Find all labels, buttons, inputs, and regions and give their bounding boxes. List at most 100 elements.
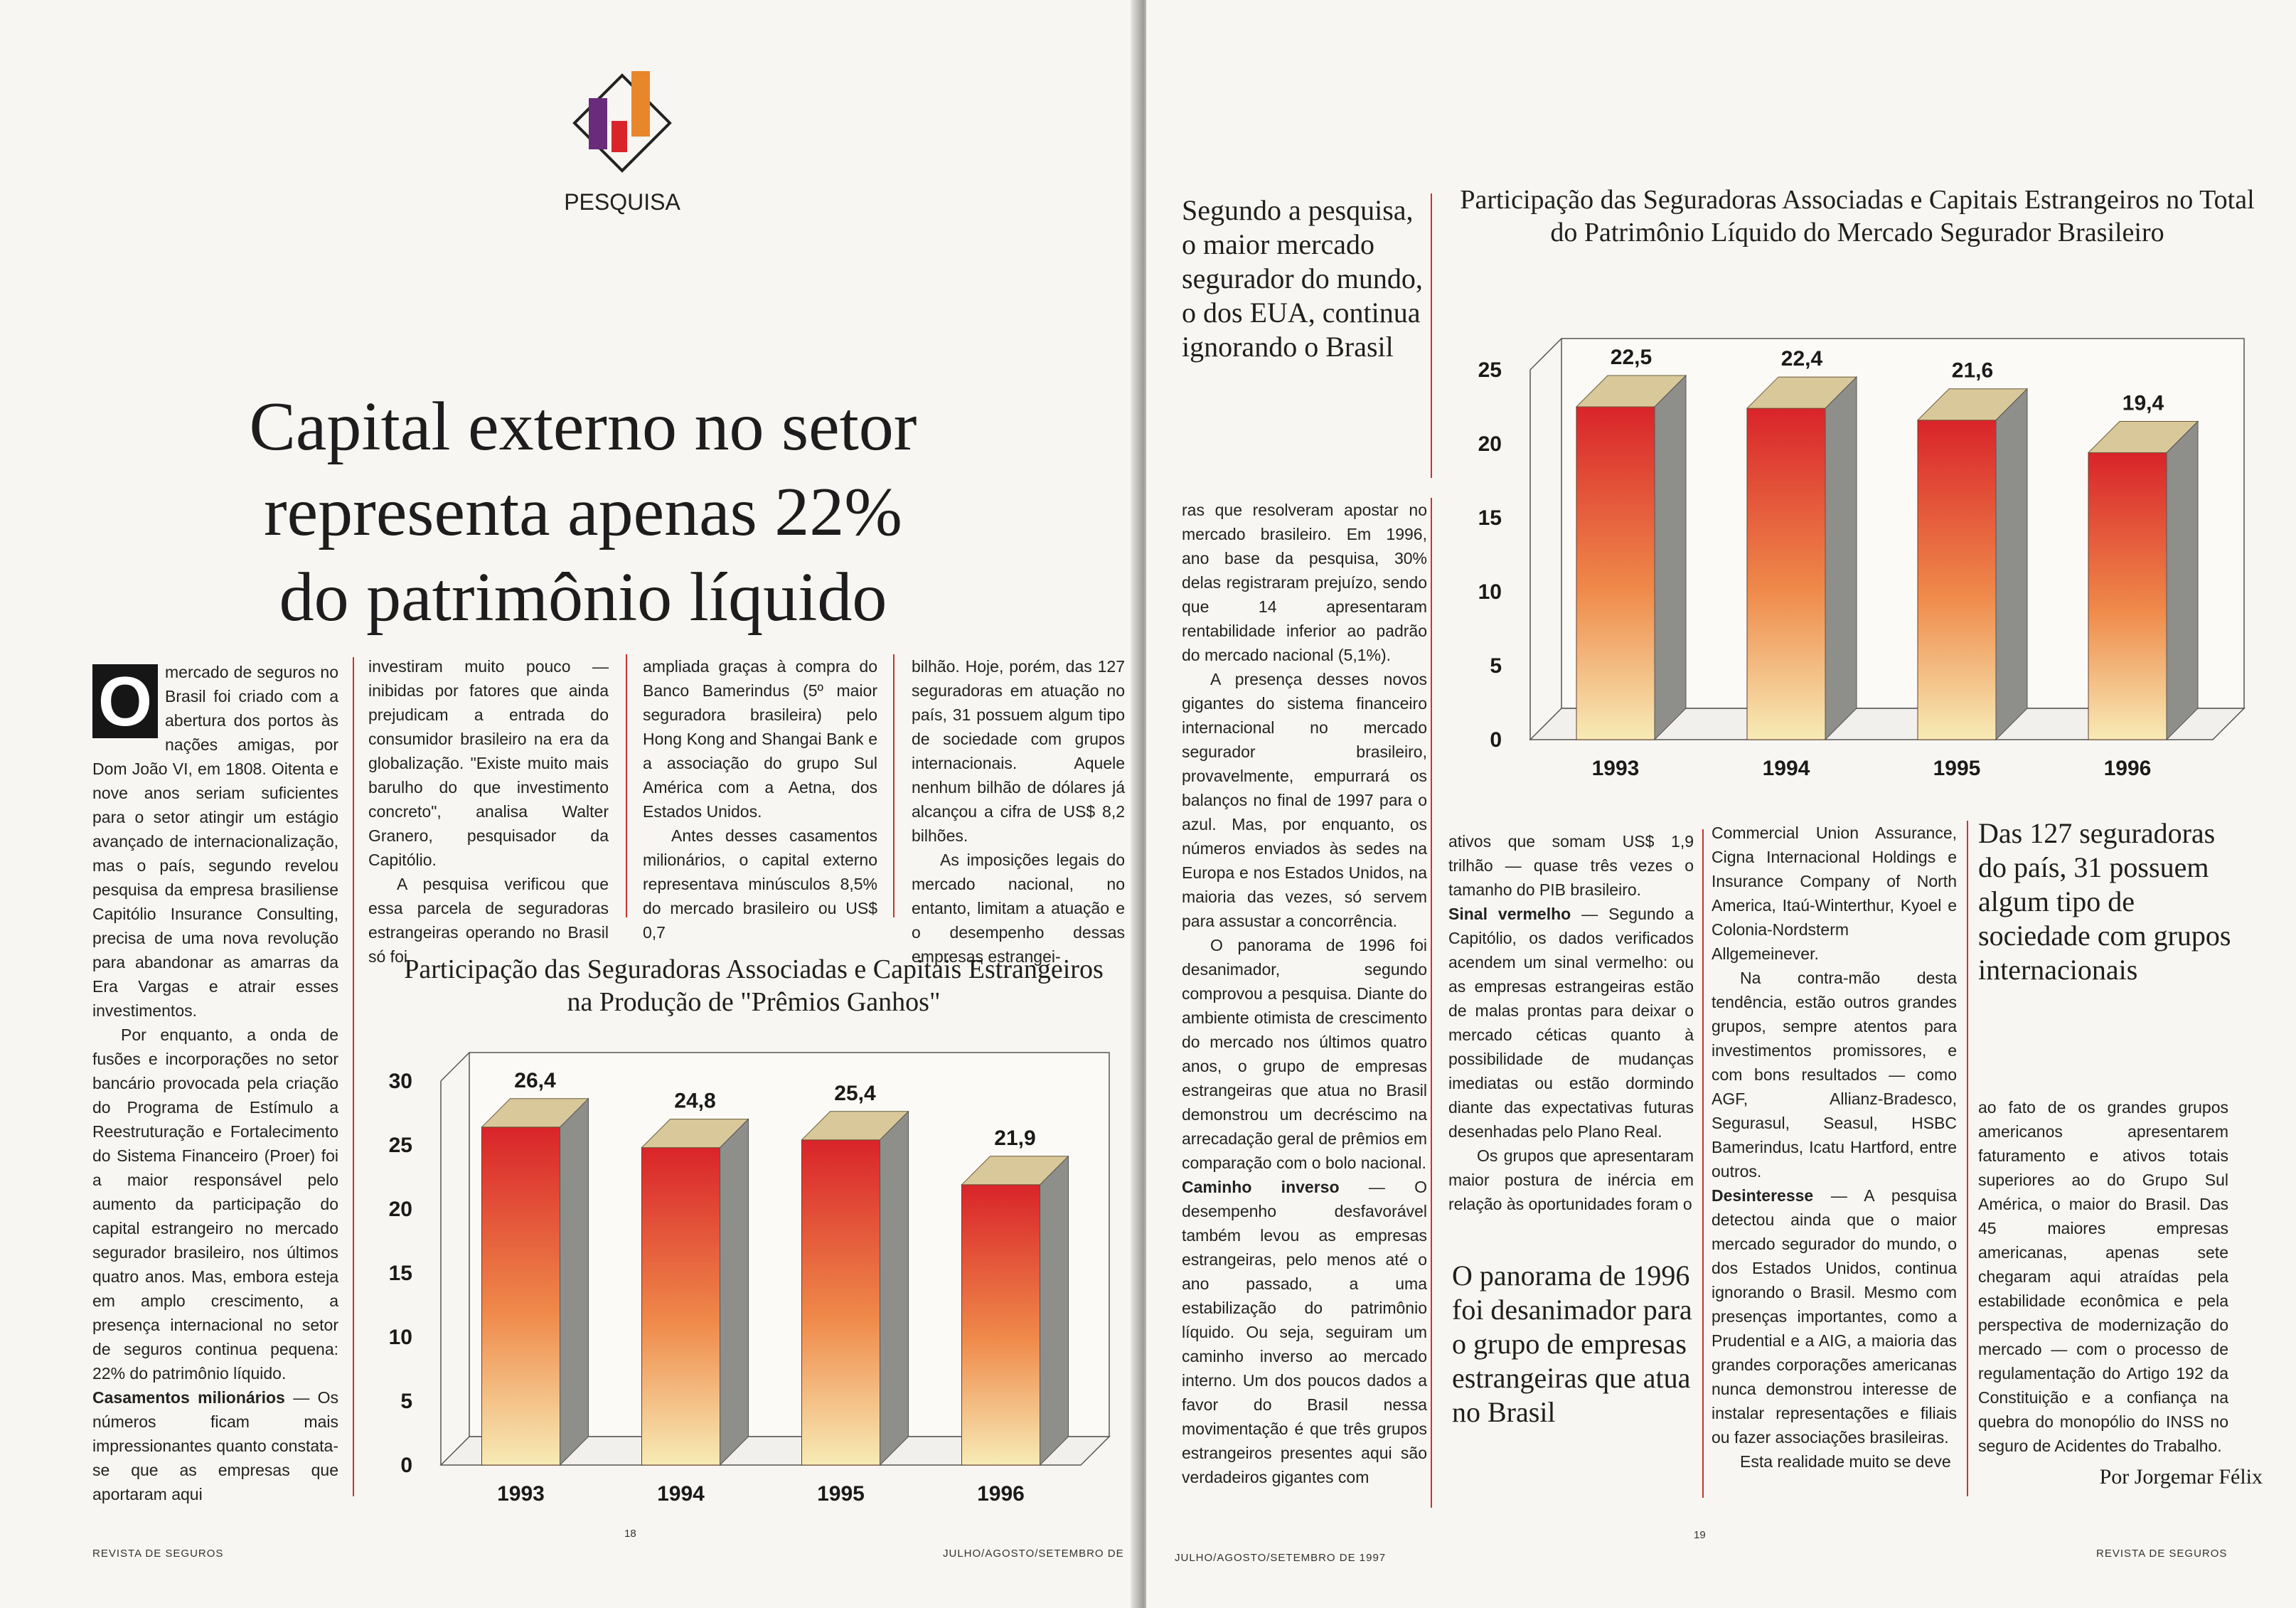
col5-keyword: Caminho inverso [1182,1178,1340,1196]
col4-paragraph-2: As imposições legais do mercado nacional… [912,851,1125,966]
col7-paragraph-4: Esta realidade muito se deve [1740,1452,1951,1471]
x-tick-label: 1994 [1763,757,1810,780]
bar [1576,406,1655,740]
section-logo-icon [572,71,672,173]
col6-paragraph-3: Os grupos que apresentaram maior postura… [1448,1146,1694,1213]
y-tick-label: 10 [1478,580,1502,604]
page-number-left: 18 [624,1528,636,1540]
col2-paragraph-2: A pesquisa verificou que essa parcela de… [368,875,609,966]
y-tick-label: 30 [389,1070,412,1093]
col3-paragraph-1: ampliada graças à compra do Banco Bameri… [643,657,877,821]
drop-cap: O [92,664,158,738]
y-tick-label: 20 [389,1198,412,1221]
bar-side-face [560,1097,589,1466]
bar [961,1184,1040,1466]
chart-2-patrimonio-liquido: 0 5 10 15 20 25 22,5 1993 22,4 1994 21,6 1995 19,4 19… [1478,338,2246,780]
y-tick-label: 10 [389,1326,412,1349]
bar-side-face [2166,420,2199,741]
data-label: 26,4 [514,1069,556,1092]
col7-keyword: Desinteresse [1712,1186,1814,1205]
column-rule [893,654,895,917]
col4-paragraph-1: bilhão. Hoje, porém, das 127 seguradoras… [912,657,1125,845]
col5-paragraph-1: ras que resolveram apostar no mercado br… [1182,501,1427,664]
y-tick-label: 15 [1478,506,1502,530]
data-label: 19,4 [2123,391,2164,415]
data-label: 22,5 [1611,346,1652,369]
bar-side-face [1825,376,1857,741]
x-tick-label: 1995 [817,1482,865,1506]
col3-paragraph-2: Antes desses casamentos milionários, o c… [643,826,877,942]
col5-paragraph-3: O panorama de 1996 foi desanimador, segu… [1182,936,1427,1172]
data-label: 21,9 [994,1127,1035,1150]
headline-line-1: Capital externo no setor [249,388,917,465]
bar [801,1139,880,1466]
footer-date-right: JULHO/AGOSTO/SETEMBRO DE 1997 [1175,1552,1387,1564]
data-label: 21,6 [1952,359,1993,383]
bar [1746,408,1826,740]
callout-middle: O panorama de 1996 foi desanimador para … [1452,1260,1692,1428]
col1-paragraph-3: Os números ficam mais impressionantes qu… [92,1388,339,1503]
data-label: 25,4 [834,1082,876,1105]
article-column-7: Commercial Union Assurance, Cigna Intern… [1712,821,1957,1474]
x-tick-label: 1996 [977,1482,1025,1506]
data-label: 24,8 [674,1090,715,1113]
article-column-5: ras que resolveram apostar no mercado br… [1182,498,1427,1489]
bar-side-face [880,1110,909,1466]
col6-keyword: Sinal vermelho [1448,905,1571,923]
bar [481,1127,560,1466]
col1-paragraph-2: Por enquanto, a onda de fusões e incorpo… [92,1026,338,1383]
right-page: Segundo a pesquisa, o maior mercado segu… [1146,0,2296,1608]
x-tick-label: 1996 [2104,757,2152,780]
x-tick-label: 1993 [497,1482,545,1506]
headline: Capital externo no setor representa apen… [128,384,1038,640]
callout-top: Segundo a pesquisa, o maior mercado segu… [1182,194,1423,363]
col7-paragraph-2: Na contra-mão desta tendência, estão out… [1712,969,1957,1181]
headline-line-3: do patrimônio líquido [279,559,887,636]
y-tick-label: 25 [389,1134,412,1157]
column-rule [626,654,627,917]
y-tick-label: 20 [1478,432,1502,456]
chart-2-title: Participação das Seguradoras Associadas … [1460,185,2255,247]
bar-side-face [720,1118,749,1466]
bar [1917,420,1997,740]
callout-right: Das 127 seguradoras do país, 31 possuem … [1978,817,2231,986]
bar-side-face [1040,1155,1069,1466]
chart-1-premios-ganhos: 0 5 10 15 20 25 30 26,4 1993 24,8 1994 25,4 1995 21,9… [389,1052,1111,1506]
col6-paragraph-2: — Segundo a Capitólio, os dados verifica… [1448,905,1694,1141]
bar-side-face [1995,388,2028,741]
y-tick-label: 25 [1478,358,1502,382]
col6-paragraph-1: ativos que somam US$ 1,9 trilhão — quase… [1448,832,1694,899]
bar [2088,452,2167,740]
y-axis-depth-line [1529,338,1562,371]
column-rule [1431,498,1432,1508]
footer-runner-right: REVISTA DE SEGUROS [2096,1548,2228,1560]
col5-paragraph-4: — O desempenho desfavorável também levou… [1182,1178,1427,1486]
x-tick-label: 1994 [657,1482,705,1506]
left-page: PESQUISA Capital externo no setor repres… [0,0,1138,1608]
y-tick-label: 0 [400,1454,412,1477]
column-rule [1967,821,1968,1496]
article-column-3: ampliada graças à compra do Banco Bameri… [643,654,877,944]
y-tick-label: 0 [1490,728,1502,752]
data-label: 22,4 [1781,347,1823,371]
column-rule [1431,193,1432,478]
column-rule [1702,829,1704,1498]
page-number-right: 19 [1694,1529,1706,1541]
y-tick-label: 5 [400,1390,412,1413]
col2-paragraph-1: investiram muito pouco — inibidas por fa… [368,657,609,869]
bar-side-face [1654,374,1687,741]
section-label: PESQUISA [564,189,680,215]
footer-runner-left: REVISTA DE SEGUROS [92,1548,224,1560]
headline-line-2: representa apenas 22% [264,474,902,550]
article-column-8: ao fato de os grandes grupos americanos … [1978,1095,2228,1458]
col1-keyword: Casamentos milionários [92,1388,285,1407]
chart-1-title: Participação das Seguradoras Associadas … [404,954,1104,1017]
x-tick-label: 1995 [1933,757,1981,780]
col7-paragraph-3: — A pesquisa detectou ainda que o maior … [1712,1186,1957,1447]
article-column-4: bilhão. Hoje, porém, das 127 seguradoras… [912,654,1125,969]
col8-paragraph-1: ao fato de os grandes grupos americanos … [1978,1098,2228,1455]
footer-date-left: JULHO/AGOSTO/SETEMBRO DE 1997 [943,1548,1128,1560]
col7-paragraph-1: Commercial Union Assurance, Cigna Intern… [1712,824,1957,963]
article-column-2: investiram muito pouco — inibidas por fa… [368,654,609,969]
